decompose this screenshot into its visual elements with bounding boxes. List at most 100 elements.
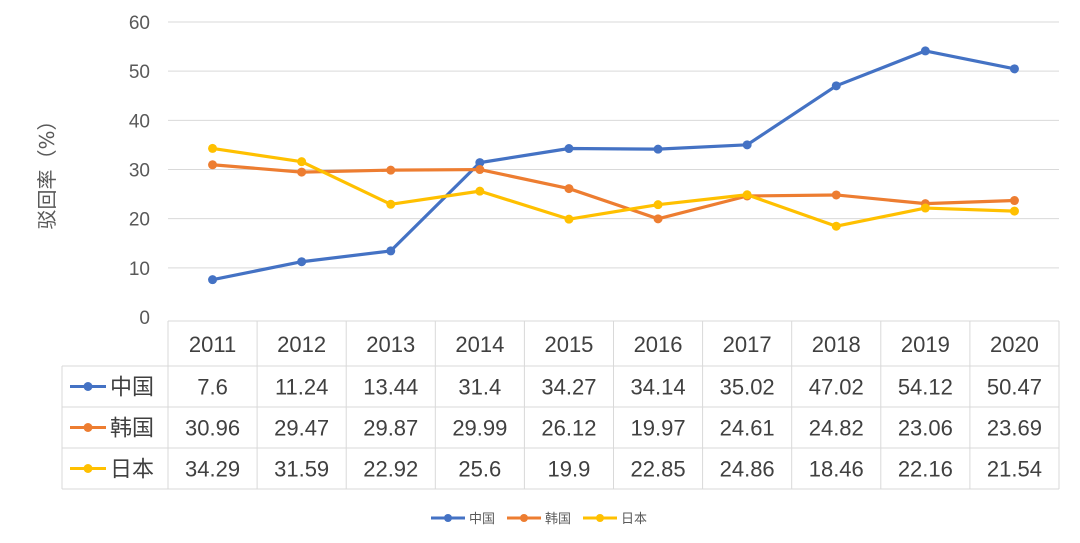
legend-label: 中国 [469, 511, 495, 526]
legend-key-marker [444, 514, 452, 522]
legend-label: 日本 [621, 511, 647, 526]
y-axis-label-group: 驳回率（%） [35, 110, 59, 229]
y-tick-label: 10 [129, 259, 150, 280]
table-cell-value: 29.99 [452, 416, 507, 441]
table-cell-value: 24.86 [720, 457, 775, 482]
data-point [297, 257, 307, 267]
gridlines [168, 21, 1059, 269]
data-point [475, 165, 485, 175]
legend-label: 韩国 [545, 511, 571, 526]
y-tick-label: 50 [129, 62, 150, 83]
y-tick-label: 0 [139, 308, 150, 329]
data-point [475, 158, 485, 168]
data-point [831, 221, 841, 231]
table-legend-key-marker [83, 423, 93, 432]
series-日本 [208, 143, 1019, 231]
table-cell-value: 50.47 [987, 375, 1042, 400]
table-legend-key-marker [83, 464, 93, 473]
x-category-label: 2015 [544, 332, 593, 357]
legend-key-marker [596, 514, 604, 522]
table-cell-value: 31.59 [274, 457, 329, 482]
y-tick-label: 40 [129, 111, 150, 132]
data-point [208, 275, 218, 285]
table-cell-value: 24.82 [809, 416, 864, 441]
data-point [475, 186, 485, 196]
table-cell-value: 11.24 [275, 375, 328, 400]
series-line [210, 146, 1017, 228]
table-cell-value: 18.46 [809, 457, 864, 482]
table-cell-value: 13.44 [363, 375, 418, 400]
table-series-name: 中国 [110, 375, 154, 400]
table-cell-value: 23.69 [987, 416, 1042, 441]
data-point [920, 46, 930, 56]
table-cell-value: 34.27 [541, 375, 596, 400]
series-lines [208, 46, 1019, 285]
table-cell-value: 54.12 [898, 375, 953, 400]
data-point [831, 190, 841, 200]
series-line [210, 163, 1017, 221]
data-point [1009, 206, 1019, 216]
table-cell-value: 29.87 [363, 416, 418, 441]
data-point [920, 203, 930, 213]
data-point [831, 81, 841, 91]
table-cell-value: 7.6 [197, 375, 228, 400]
table-cell-value: 26.12 [541, 416, 596, 441]
table-cell-value: 23.06 [898, 416, 953, 441]
table-cell-value: 19.9 [548, 457, 591, 482]
series-line [210, 49, 1017, 282]
data-point [208, 160, 218, 170]
table-cell-value: 22.16 [898, 457, 953, 482]
table-cell-value: 29.47 [274, 416, 329, 441]
table-cell-value: 24.61 [720, 416, 775, 441]
table-cell-value: 21.54 [987, 457, 1042, 482]
data-point [742, 190, 752, 200]
data-point [653, 200, 663, 210]
data-point [564, 184, 574, 194]
table-cell-value: 30.96 [185, 416, 240, 441]
data-point [564, 214, 574, 224]
x-category-label: 2013 [366, 332, 415, 357]
y-tick-label: 20 [129, 210, 150, 231]
x-category-label: 2017 [723, 332, 772, 357]
data-point [208, 143, 218, 153]
x-category-label: 2018 [812, 332, 861, 357]
data-point [386, 199, 396, 209]
data-point [1009, 64, 1019, 74]
legend-key-marker [520, 514, 528, 522]
x-category-label: 2019 [901, 332, 950, 357]
table-cell-value: 22.85 [631, 457, 686, 482]
x-category-label: 2016 [634, 332, 683, 357]
data-point [386, 165, 396, 175]
y-axis-ticks: 0 10 20 30 40 50 60 [129, 13, 150, 329]
data-point [386, 246, 396, 256]
table-cell-value: 34.29 [185, 457, 240, 482]
table-cell-value: 31.4 [458, 375, 501, 400]
x-category-label: 2012 [277, 332, 326, 357]
data-point [297, 157, 307, 167]
series-中国 [208, 46, 1019, 285]
table-series-name: 日本 [110, 457, 154, 482]
data-point [1009, 196, 1019, 206]
table-cell-value: 35.02 [720, 375, 775, 400]
x-category-label: 2014 [455, 332, 504, 357]
table-cell-value: 34.14 [631, 375, 686, 400]
y-tick-label: 60 [129, 13, 150, 34]
x-category-label: 2011 [189, 332, 236, 357]
data-point [653, 144, 663, 154]
data-point [297, 167, 307, 177]
table-legend-key-marker [83, 382, 93, 391]
data-point [564, 144, 574, 154]
legend: 中国 韩国 日本 [431, 511, 647, 526]
data-point [653, 214, 663, 224]
x-category-label: 2020 [990, 332, 1039, 357]
table-series-name: 韩国 [110, 416, 154, 441]
data-table: 2011 2012 2013 2014 2015 2016 2017 2018 2019 2020… [61, 320, 1060, 490]
table-cell-value: 19.97 [631, 416, 686, 441]
table-cell-value: 25.6 [458, 457, 501, 482]
y-axis-label: 驳回率（%） [35, 110, 59, 229]
table-cell-value: 22.92 [363, 457, 418, 482]
y-tick-label: 30 [129, 161, 150, 182]
data-point [742, 140, 752, 150]
